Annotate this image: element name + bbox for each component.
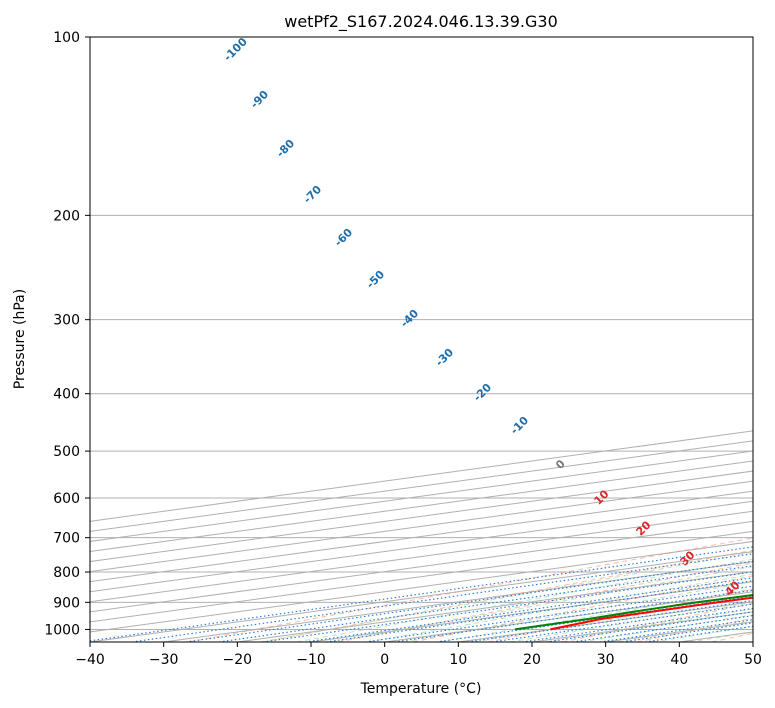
grid-layer [90, 37, 753, 642]
x-tick-label: 40 [670, 652, 688, 668]
x-tick-label: −40 [75, 652, 105, 668]
plot-area: -100-90-80-70-60-50-40-30-20-10010203040… [90, 35, 753, 642]
isotherm-gridline [90, 490, 753, 583]
mixing-ratio-line [326, 580, 753, 642]
x-tick-label: 20 [523, 652, 541, 668]
plot-frame [89, 36, 754, 643]
line-labels: -100-90-80-70-60-50-40-30-20-10010203040… [221, 35, 743, 599]
y-axis-ticks: 100 200 300 400 500 600 700 800 900 1000 [44, 30, 90, 638]
chart-title: wetPf2_S167.2024.046.13.39.G30 [284, 12, 558, 32]
moist-adiabat [652, 626, 753, 642]
y-tick-label: 600 [53, 491, 80, 507]
y-tick-label: 700 [53, 531, 80, 547]
moist-adiabat [260, 551, 753, 642]
isotherm-gridline [90, 470, 753, 563]
isotherm-gridline [90, 500, 753, 593]
x-tick-label: 50 [744, 652, 762, 668]
series-layer [514, 593, 753, 631]
y-axis-label: Pressure (hPa) [12, 289, 28, 389]
y-tick-label: 500 [53, 444, 80, 460]
moist-adiabat [473, 595, 753, 642]
dry-adiabat-label: -70 [301, 183, 324, 206]
x-tick-label: 10 [449, 652, 467, 668]
y-tick-label: 300 [53, 313, 80, 329]
isotherm-gridline [90, 460, 753, 553]
y-tick-label: 200 [53, 208, 80, 224]
y-tick-label: 900 [53, 595, 80, 611]
dewpoint-line [514, 593, 753, 631]
isotherm-gridline [90, 480, 753, 573]
x-tick-label: −20 [223, 652, 253, 668]
dry-adiabat-label: -40 [398, 307, 421, 330]
dry-adiabat [562, 602, 753, 642]
dry-adiabat [636, 617, 753, 642]
dry-adiabat [487, 588, 753, 642]
dry-adiabat-label: -80 [274, 137, 297, 160]
y-tick-label: 400 [53, 387, 80, 403]
dry-adiabat-label: -90 [248, 88, 271, 111]
mixing-ratio-line [394, 589, 753, 642]
moist-adiabat [509, 602, 753, 642]
isotherm-gridline [752, 641, 753, 642]
dry-adiabat-label: -20 [471, 381, 494, 404]
isotherm-gridline [90, 550, 753, 642]
isotherm-gridline [90, 540, 753, 633]
isotherm-gridline [90, 530, 753, 623]
x-tick-label: −10 [296, 652, 326, 668]
dry-adiabat-label: -100 [221, 35, 250, 64]
isotherm-gridline [310, 581, 753, 642]
dry-adiabat-label: -60 [332, 226, 355, 249]
mixing-ratio-line [365, 585, 753, 642]
isotherm-gridline [384, 591, 753, 642]
dry-adiabat [338, 562, 753, 642]
dry-adiabat [263, 549, 753, 642]
isotherm-gridline [90, 510, 753, 603]
x-tick-label: −30 [149, 652, 179, 668]
y-tick-label: 800 [53, 565, 80, 581]
x-tick-label: 30 [597, 652, 615, 668]
mixing-ratio-line [522, 607, 753, 642]
mixing-ratio-line [305, 577, 753, 642]
y-tick-label: 100 [53, 30, 80, 46]
moist-adiabat [367, 573, 753, 642]
moist-adiabat [296, 558, 753, 642]
y-tick-label: 1000 [44, 622, 80, 638]
dry-adiabat-label: -50 [364, 268, 387, 291]
isotherm-gridline [458, 601, 753, 642]
isotherm-gridline [531, 611, 753, 642]
mixing-ratio-line [546, 611, 753, 642]
isotherm-gridline [90, 450, 753, 542]
x-axis-ticks: −40 −30 −20 −10 0 10 20 30 40 50 [75, 642, 762, 668]
moist-adiabats [260, 551, 753, 642]
dry-adiabat-label: -30 [433, 346, 456, 369]
dry-adiabat [711, 632, 753, 642]
isotherm-gridline [90, 520, 753, 613]
x-tick-label: 0 [380, 652, 389, 668]
moist-adiabat [332, 566, 753, 642]
moist-adiabat [689, 631, 753, 642]
moist-adiabat [544, 608, 753, 642]
dry-adiabat-label: 0 [553, 457, 568, 472]
isotherm-gridline [679, 631, 753, 642]
x-axis-label: Temperature (°C) [360, 681, 482, 697]
isotherm-gridline [237, 571, 753, 642]
dry-adiabat-label: -10 [508, 414, 531, 437]
mixing-ratio-line [90, 546, 753, 642]
